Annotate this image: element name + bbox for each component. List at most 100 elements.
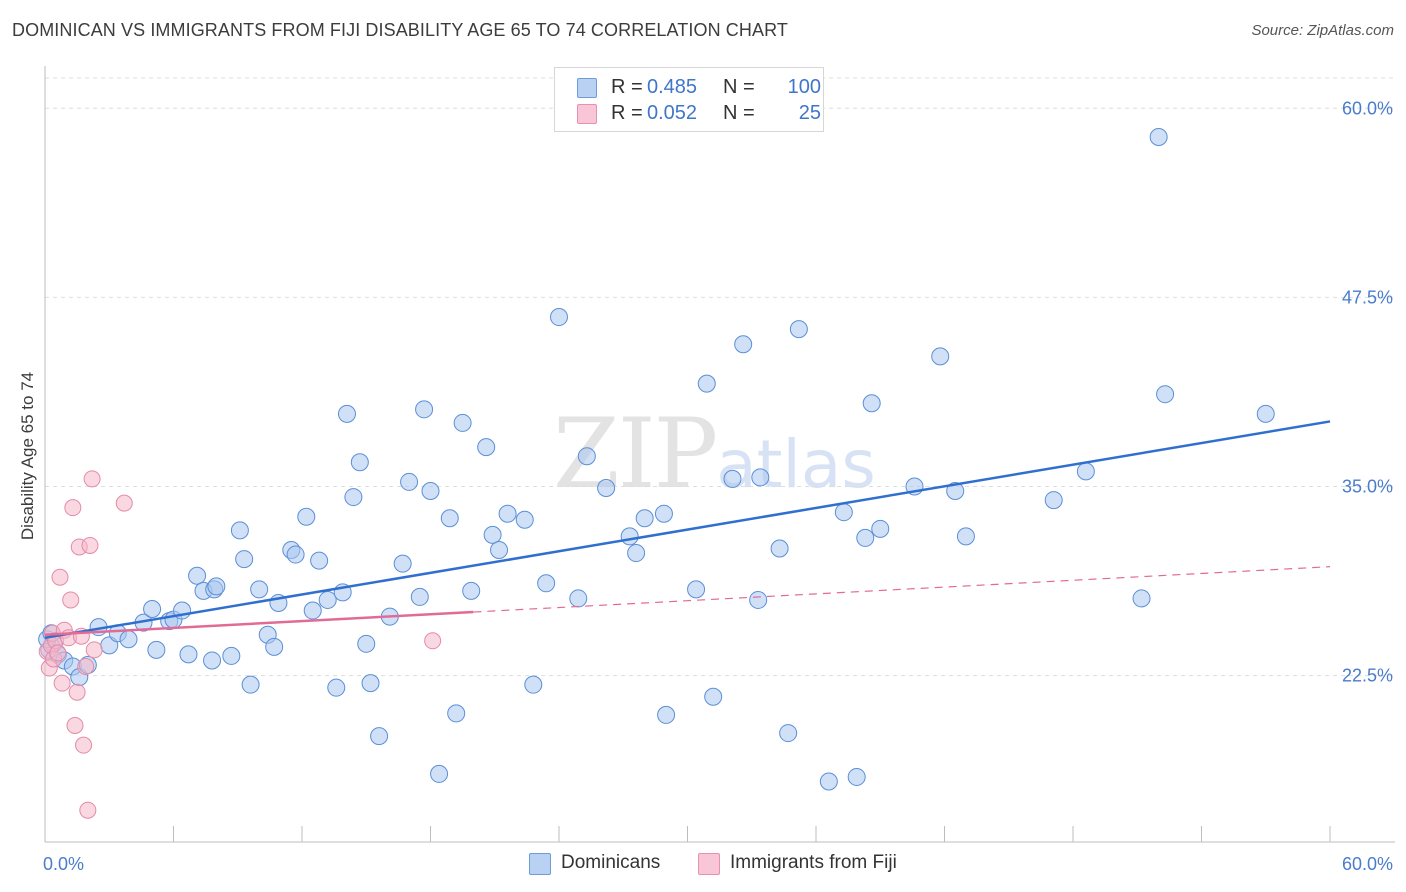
y-axis-label: Disability Age 65 to 74 [18, 371, 37, 541]
dominicans-point [627, 544, 646, 563]
legend-n-label: N = [723, 102, 755, 124]
fiji-point [77, 658, 95, 676]
dominicans-point [361, 674, 380, 693]
dominicans-point [188, 566, 207, 585]
dominicans-point [847, 767, 866, 786]
dominicans-point [477, 438, 496, 457]
dominicans-point [1044, 491, 1063, 510]
fiji-point [85, 641, 103, 659]
dominicans-point [515, 510, 534, 529]
dominicans-point [350, 453, 369, 472]
fiji-point [424, 632, 442, 650]
legend-n-value: 100 [787, 76, 821, 98]
dominicans-point [635, 509, 654, 528]
chart-title: DOMINICAN VS IMMIGRANTS FROM FIJI DISABI… [12, 20, 788, 40]
dominicans-point [620, 527, 639, 546]
fiji-point [62, 591, 80, 609]
dominicans-point [241, 675, 260, 694]
dominicans-point [440, 509, 459, 528]
watermark-atlas: atlas [716, 426, 876, 503]
legend-item-dominicans[interactable]: Dominicans [529, 852, 679, 876]
dominicans-point [498, 504, 517, 523]
dominicans-point [524, 675, 543, 694]
dominicans-point [297, 507, 316, 526]
dominicans-point [819, 772, 838, 791]
dominicans-point [286, 545, 305, 564]
fiji-point [68, 683, 86, 701]
legend-label-dominicans: Dominicans [561, 852, 661, 873]
dominicans-point [318, 590, 337, 609]
dominicans-point [577, 447, 596, 466]
dominicans-point [789, 320, 808, 339]
dominicans-point [410, 587, 429, 606]
dominicans-point [871, 519, 890, 538]
dominicans-point [1076, 462, 1095, 481]
y-tick-label: 22.5% [1342, 666, 1393, 686]
dominicans-point [421, 482, 440, 501]
legend-swatch-pink [698, 853, 720, 875]
dominicans-point [327, 678, 346, 697]
fiji-point [53, 674, 71, 692]
dominicans-point [1156, 385, 1175, 404]
dominicans-point [303, 601, 322, 620]
legend-label-fiji: Immigrants from Fiji [730, 852, 897, 873]
y-tick-label: 47.5% [1342, 287, 1393, 307]
dominicans-point [143, 600, 162, 619]
dominicans-point [207, 577, 226, 596]
legend-r-label: R = [611, 76, 643, 98]
legend-swatch-blue [529, 853, 551, 875]
fiji-point [66, 717, 84, 735]
dominicans-point [393, 554, 412, 573]
legend-swatch-pink [577, 104, 597, 124]
dominicans-point [179, 645, 198, 664]
y-tick-label: 35.0% [1342, 476, 1393, 496]
fiji-point [83, 470, 101, 488]
dominicans-point [119, 630, 138, 649]
dominicans-point [687, 580, 706, 599]
dominicans-point [862, 394, 881, 413]
dominicans-point [550, 308, 568, 327]
dominicans-point [569, 589, 588, 608]
dominicans-point [1132, 589, 1151, 608]
dominicans-point [770, 539, 789, 558]
dominicans-point [415, 400, 434, 419]
legend-r-value: 0.485 [647, 76, 698, 98]
dominicans-point [453, 413, 472, 432]
dominicans-point [931, 347, 950, 366]
dominicans-point [697, 374, 716, 393]
dominicans-point [222, 646, 241, 665]
dominicans-point [370, 727, 389, 746]
dominicans-point [1256, 404, 1275, 423]
fiji-point [115, 494, 133, 512]
dominicans-point [1149, 128, 1168, 147]
dominicans-point [310, 551, 329, 570]
dominicans-point [537, 574, 556, 593]
dominicans-point [734, 335, 753, 354]
dominicans-point [203, 651, 222, 670]
dominicans-point [956, 527, 975, 546]
fiji-trend-line [44, 610, 474, 636]
dominicans-point [147, 640, 166, 659]
legend-item-fiji[interactable]: Immigrants from Fiji [698, 852, 918, 876]
fiji-point [51, 568, 69, 586]
legend-n-label: N = [723, 76, 755, 98]
y-tick-label: 60.0% [1342, 98, 1393, 118]
dominicans-point [265, 637, 284, 656]
correlation-legend: R = 0.485 N = 100 R = 0.052 N = 25 [554, 67, 824, 132]
dominicans-point [462, 581, 481, 600]
dominicans-point [834, 503, 853, 522]
legend-r-label: R = [611, 102, 643, 124]
fiji-point [49, 644, 67, 662]
dominicans-point [447, 704, 466, 723]
dominicans-trend-line [44, 420, 1331, 639]
fiji-trend-line-projected [473, 566, 1331, 613]
dominicans-point [779, 724, 798, 743]
dominicans-point [946, 482, 965, 501]
dominicans-point [654, 504, 673, 523]
dominicans-point [430, 764, 449, 783]
dominicans-point [856, 528, 875, 547]
dominicans-point [357, 634, 376, 653]
legend-swatch-blue [577, 78, 597, 98]
fiji-point [81, 536, 99, 554]
